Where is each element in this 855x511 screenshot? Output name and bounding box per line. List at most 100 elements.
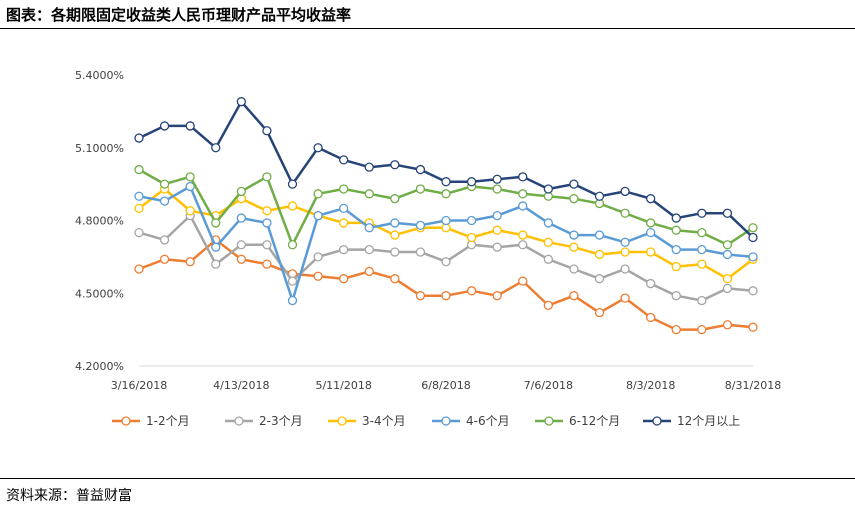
x-tick-label: 3/16/2018 (111, 379, 167, 392)
data-point (722, 283, 733, 294)
data-point (569, 194, 579, 204)
data-point (671, 261, 681, 272)
data-point (671, 225, 681, 235)
data-point (134, 264, 144, 274)
data-point (646, 194, 656, 204)
data-point (134, 203, 144, 214)
data-point (134, 164, 144, 175)
data-point (339, 274, 349, 284)
data-point (262, 126, 272, 136)
data-point (313, 271, 323, 281)
data-point (415, 184, 426, 194)
data-point (159, 121, 170, 131)
legend-swatch-marker (234, 416, 244, 426)
data-point (646, 218, 656, 228)
data-point (748, 223, 758, 233)
data-point (697, 259, 707, 269)
data-point (262, 240, 272, 250)
data-point (211, 218, 221, 228)
data-point (441, 257, 451, 267)
data-point (134, 227, 144, 238)
data-point (287, 179, 298, 189)
data-point (313, 210, 323, 221)
x-tick-label: 7/6/2018 (524, 379, 573, 392)
data-point (262, 218, 272, 228)
data-point (518, 201, 528, 211)
data-point (543, 218, 553, 228)
data-point (543, 300, 553, 311)
data-point (390, 274, 400, 284)
data-point (466, 232, 477, 243)
legend-label: 3-4个月 (362, 414, 406, 428)
data-point (339, 184, 349, 194)
data-point (594, 274, 605, 284)
data-point (518, 189, 528, 199)
data-point (390, 247, 400, 257)
data-point (236, 97, 246, 107)
data-point (620, 293, 630, 303)
data-point (262, 206, 272, 216)
data-point (748, 232, 758, 243)
data-point (134, 133, 144, 143)
data-point (159, 196, 170, 206)
data-point (594, 191, 605, 201)
data-point (364, 244, 374, 255)
data-point (287, 201, 298, 211)
data-point (466, 286, 477, 296)
data-point (159, 235, 170, 245)
data-point (492, 242, 502, 252)
y-tick-label: 5.1000% (75, 142, 124, 155)
data-point (722, 240, 733, 250)
data-point (594, 307, 605, 318)
data-point (134, 191, 144, 201)
data-point (492, 184, 502, 194)
data-point (185, 181, 195, 192)
data-point (646, 227, 656, 238)
page-title: 图表：各期限固定收益类人民币理财产品平均收益率 (6, 6, 352, 24)
data-point (415, 247, 426, 257)
data-point (364, 189, 374, 199)
data-point (390, 194, 400, 204)
data-point (722, 249, 733, 260)
data-point (569, 230, 579, 240)
data-point (287, 276, 298, 286)
data-point (211, 242, 221, 252)
data-point (390, 160, 400, 170)
data-point (722, 208, 733, 218)
data-point (159, 179, 170, 189)
data-point (518, 276, 528, 286)
data-point (646, 312, 656, 323)
data-point (569, 291, 579, 301)
data-point (441, 177, 451, 187)
data-point (518, 240, 528, 250)
data-point (185, 206, 195, 216)
data-point (364, 223, 374, 233)
data-point (492, 291, 502, 301)
data-point (697, 324, 707, 335)
data-point (262, 259, 272, 269)
footer-rule (0, 478, 855, 479)
data-point (339, 155, 349, 165)
legend-swatch-marker (544, 416, 554, 426)
data-point (569, 179, 579, 189)
data-point (390, 230, 400, 240)
data-point (492, 210, 502, 221)
data-point (748, 252, 758, 262)
data-point (646, 278, 656, 289)
legend-swatch-marker (652, 416, 662, 426)
data-point (697, 227, 707, 238)
data-point (594, 249, 605, 260)
data-point (543, 254, 553, 264)
data-point (569, 242, 579, 252)
data-point (671, 291, 681, 301)
data-point (185, 257, 195, 267)
data-point (466, 177, 477, 187)
data-point (697, 244, 707, 255)
data-point (569, 264, 579, 274)
x-tick-label: 5/11/2018 (315, 379, 371, 392)
data-point (236, 186, 246, 197)
data-point (211, 143, 221, 153)
data-point (441, 291, 451, 301)
data-point (620, 237, 630, 247)
data-point (620, 208, 630, 218)
